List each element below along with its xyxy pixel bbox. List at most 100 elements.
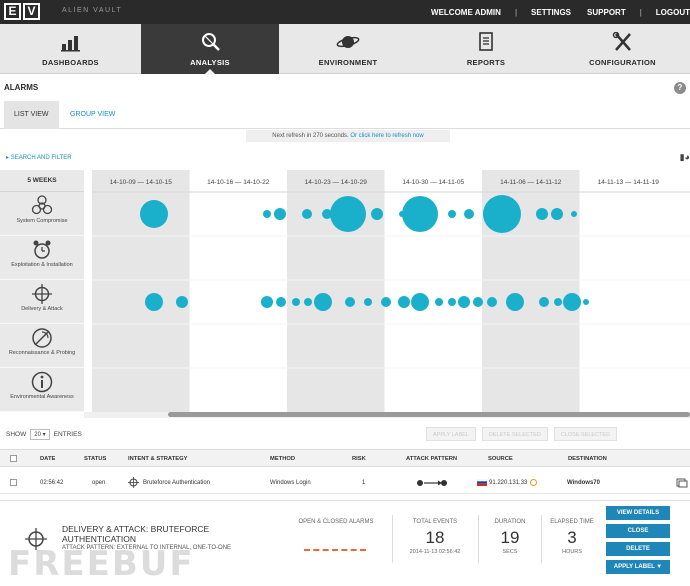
timeline-scrollbar[interactable] — [84, 412, 690, 418]
alarm-bubble[interactable] — [483, 195, 521, 233]
bulk-actions: APPLY LABEL DELETE SELECTED CLOSE SELECT… — [426, 427, 618, 441]
category-label: Exploitation & Installation — [11, 262, 73, 268]
col-method[interactable]: METHOD — [270, 456, 296, 462]
category-label: Reconnaissance & Probing — [8, 350, 76, 356]
tab-environment[interactable]: ENVIRONMENT — [279, 24, 417, 74]
scrollbar-thumb[interactable] — [168, 412, 690, 417]
alarm-bubble[interactable] — [364, 298, 372, 306]
tab-group-view[interactable]: GROUP VIEW — [70, 111, 116, 118]
apply-label-bulk-button[interactable]: APPLY LABEL — [426, 427, 476, 441]
alarm-bubble[interactable] — [176, 296, 188, 308]
logo[interactable]: E V — [4, 3, 40, 20]
close-button[interactable]: CLOSE — [606, 524, 670, 538]
refresh-link[interactable]: Or click here to refresh now — [350, 133, 424, 139]
close-selected-button[interactable]: CLOSE SELECTED — [553, 427, 618, 441]
delete-button[interactable]: DELETE — [606, 542, 670, 556]
col-intent[interactable]: INTENT & STRATEGY — [128, 456, 188, 462]
alarm-bubble[interactable] — [302, 209, 312, 219]
alarm-bubble[interactable] — [506, 293, 524, 311]
show-entries-control: SHOW 20 ▾ ENTRIES — [6, 429, 82, 440]
timeline-chart: 14-10-09 — 14-10-15 14-10-16 — 14-10-22 14… — [92, 170, 690, 412]
delete-selected-button[interactable]: DELETE SELECTED — [481, 427, 548, 441]
search-filter-toggle[interactable]: ▸ SEARCH AND FILTER — [6, 154, 72, 161]
select-all-checkbox[interactable] — [10, 455, 17, 462]
details-icon[interactable] — [676, 478, 688, 488]
alarm-bubble[interactable] — [448, 210, 456, 218]
separator: | — [639, 7, 642, 17]
total-events-value: 18 — [425, 528, 445, 547]
alarm-bubble[interactable] — [583, 299, 589, 305]
chart-toggle-icon[interactable]: ▮◕ — [679, 152, 690, 162]
alarm-bubble[interactable] — [563, 293, 581, 311]
view-details-button[interactable]: VIEW DETAILS — [606, 506, 670, 520]
alarm-bubble[interactable] — [458, 296, 470, 308]
alarm-bubble[interactable] — [411, 293, 429, 311]
alarm-bubble[interactable] — [274, 208, 286, 220]
alarm-bubble[interactable] — [539, 297, 549, 307]
tab-list-view[interactable]: LIST VIEW — [4, 101, 59, 129]
logout-link[interactable]: LOGOUT — [655, 7, 690, 17]
alarm-bubble[interactable] — [140, 200, 168, 228]
duration-value: 19 — [500, 528, 520, 547]
alarm-bubble[interactable] — [448, 298, 456, 306]
tab-label: ANALYSIS — [190, 58, 230, 67]
col-source[interactable]: SOURCE — [488, 456, 513, 462]
alarm-bubble[interactable] — [487, 297, 497, 307]
tab-reports[interactable]: REPORTS — [417, 24, 555, 74]
entries-select[interactable]: 20 ▾ — [30, 429, 50, 440]
refresh-text: Next refresh in 270 seconds. — [272, 133, 349, 139]
alarm-bubble[interactable] — [536, 208, 548, 220]
alarm-bubble[interactable] — [322, 209, 332, 219]
alarm-bubble[interactable] — [345, 297, 355, 307]
col-status[interactable]: STATUS — [84, 456, 107, 462]
support-link[interactable]: SUPPORT — [587, 7, 626, 17]
cell-source[interactable]: 91.220.131.33 — [489, 480, 528, 486]
apply-label-button[interactable]: APPLY LABEL ▼ — [606, 560, 670, 574]
alarm-bubble[interactable] — [435, 298, 443, 306]
tools-icon — [612, 32, 631, 51]
col-attack-pattern: ATTACK PATTERN — [406, 456, 458, 462]
alarm-bubble[interactable] — [276, 297, 286, 307]
alarm-bubble[interactable] — [473, 297, 483, 307]
duration-label: DURATION — [494, 519, 526, 525]
timeline-range-label[interactable]: 5 WEEKS — [0, 170, 84, 192]
alarm-bubble[interactable] — [263, 210, 271, 218]
radar-icon — [32, 328, 52, 348]
alarm-bubble[interactable] — [554, 298, 562, 306]
tab-label: ENVIRONMENT — [318, 58, 378, 67]
cell-destination[interactable]: Windows70 — [567, 480, 600, 486]
crosshair-icon — [32, 284, 52, 304]
alarm-bubble[interactable] — [571, 211, 577, 217]
row-checkbox[interactable] — [10, 479, 17, 486]
alarm-bubble[interactable] — [330, 196, 366, 232]
alarm-bubble[interactable] — [261, 296, 273, 308]
alarm-timeline: 5 WEEKS System Compromise Exploitation &… — [0, 170, 690, 412]
alarm-bubble[interactable] — [292, 298, 300, 306]
alarm-bubble[interactable] — [381, 297, 391, 307]
table-row[interactable]: 02:56:42 open Bruteforce Authentication … — [0, 472, 690, 494]
alarm-bubble[interactable] — [371, 208, 383, 220]
detail-title: DELIVERY & ATTACK: BRUTEFORCE AUTHENTICA… — [62, 524, 210, 544]
alarm-bubble[interactable] — [145, 293, 163, 311]
category-label: Environmental Awareness — [10, 394, 74, 400]
tab-analysis[interactable]: ANALYSIS — [141, 24, 279, 75]
alarm-bubble[interactable] — [551, 208, 563, 220]
alarm-bubble[interactable] — [398, 296, 410, 308]
top-nav: WELCOME ADMIN | SETTINGS SUPPORT | LOGOU… — [431, 0, 690, 24]
col-destination[interactable]: DESTINATION — [568, 456, 607, 462]
help-icon[interactable]: ? — [674, 82, 686, 94]
tab-configuration[interactable]: CONFIGURATION — [555, 24, 690, 74]
col-date[interactable]: DATE — [40, 456, 56, 462]
category-environmental: Environmental Awareness — [0, 368, 84, 412]
settings-link[interactable]: SETTINGS — [531, 7, 572, 17]
section-header: ALARMS ? — [0, 78, 690, 98]
col-risk[interactable]: RISK — [352, 456, 366, 462]
alarm-bubble[interactable] — [402, 196, 438, 232]
alarm-bubble[interactable] — [464, 209, 474, 219]
category-label: System Compromise — [16, 218, 68, 224]
planet-icon — [336, 36, 360, 48]
alarm-bubble[interactable] — [314, 293, 332, 311]
triangle-right-icon: ▸ — [6, 155, 10, 161]
tab-dashboards[interactable]: DASHBOARDS — [0, 24, 141, 74]
alarm-bubble[interactable] — [304, 298, 312, 306]
